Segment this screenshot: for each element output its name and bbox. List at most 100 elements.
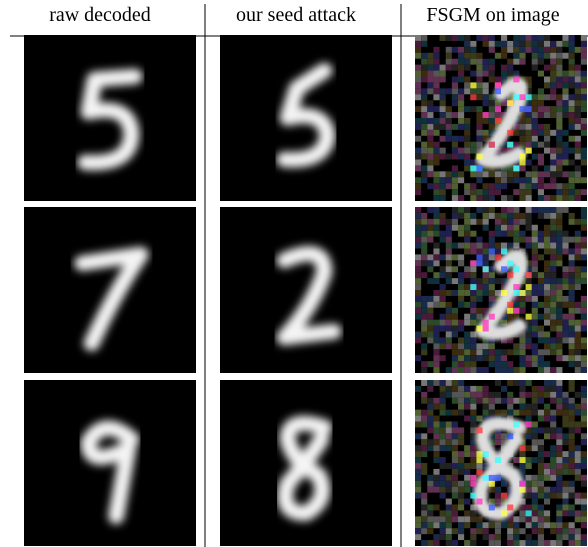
noise-pixel (495, 290, 501, 296)
noise-pixel (519, 302, 525, 308)
noise-pixel (562, 534, 568, 540)
noise-pixel (470, 243, 476, 249)
noise-pixel (526, 337, 532, 343)
noise-pixel (433, 106, 439, 112)
noise-pixel (470, 367, 476, 373)
noise-pixel (415, 260, 421, 266)
noise-pixel (532, 392, 538, 398)
noise-pixel (433, 88, 439, 94)
noise-pixel (446, 308, 452, 314)
noise-pixel (507, 528, 513, 534)
noise-pixel (464, 118, 470, 124)
noise-pixel (581, 392, 587, 398)
noise-pixel (446, 136, 452, 142)
noise-pixel (532, 112, 538, 118)
noise-pixel (489, 59, 495, 65)
noise-pixel (556, 124, 562, 130)
noise-pixel (458, 112, 464, 118)
noise-pixel (452, 427, 458, 433)
noise-pixel (562, 231, 568, 237)
noise-pixel (519, 177, 525, 183)
noise-pixel (575, 124, 581, 130)
noise-pixel (489, 77, 495, 83)
noise-pixel (440, 487, 446, 493)
noise-pixel (532, 349, 538, 355)
noise-pixel (519, 35, 525, 41)
noise-pixel (464, 213, 470, 219)
noise-pixel (440, 386, 446, 392)
color-pixel (507, 433, 513, 439)
noise-pixel (440, 183, 446, 189)
noise-pixel (470, 308, 476, 314)
noise-pixel (556, 41, 562, 47)
noise-pixel (550, 493, 556, 499)
noise-pixel (464, 349, 470, 355)
noise-pixel (458, 469, 464, 475)
noise-pixel (433, 349, 439, 355)
noise-pixel (427, 77, 433, 83)
noise-pixel (433, 249, 439, 255)
noise-pixel (550, 207, 556, 213)
noise-pixel (562, 53, 568, 59)
noise-pixel (550, 302, 556, 308)
noise-pixel (489, 284, 495, 290)
noise-pixel (452, 493, 458, 499)
noise-pixel (581, 35, 587, 41)
noise-pixel (532, 398, 538, 404)
noise-pixel (489, 65, 495, 71)
noise-pixel (470, 516, 476, 522)
noise-pixel (440, 398, 446, 404)
noise-pixel (562, 284, 568, 290)
noise-pixel (581, 302, 587, 308)
noise-pixel (507, 219, 513, 225)
noise-pixel (421, 516, 427, 522)
noise-pixel (483, 410, 489, 416)
noise-pixel (446, 254, 452, 260)
noise-pixel (569, 65, 575, 71)
noise-pixel (446, 249, 452, 255)
noise-pixel (575, 189, 581, 195)
noise-pixel (569, 487, 575, 493)
noise-pixel (433, 451, 439, 457)
noise-pixel (433, 225, 439, 231)
noise-pixel (538, 195, 544, 201)
noise-pixel (519, 410, 525, 416)
noise-pixel (427, 302, 433, 308)
noise-pixel (452, 433, 458, 439)
noise-pixel (452, 148, 458, 154)
noise-pixel (526, 433, 532, 439)
noise-pixel (526, 100, 532, 106)
noise-pixel (575, 493, 581, 499)
noise-pixel (556, 65, 562, 71)
noise-pixel (440, 118, 446, 124)
noise-pixel (562, 332, 568, 338)
noise-pixel (415, 88, 421, 94)
noise-pixel (544, 278, 550, 284)
noise-pixel (562, 171, 568, 177)
noise-pixel (458, 65, 464, 71)
noise-pixel (452, 77, 458, 83)
color-pixel (513, 422, 519, 428)
noise-pixel (556, 130, 562, 136)
noise-pixel (507, 59, 513, 65)
noise-pixel (427, 540, 433, 546)
noise-pixel (569, 296, 575, 302)
noise-pixel (495, 410, 501, 416)
noise-pixel (556, 463, 562, 469)
noise-pixel (483, 404, 489, 410)
noise-pixel (458, 427, 464, 433)
noise-pixel (415, 266, 421, 272)
noise-pixel (519, 343, 525, 349)
noise-pixel (464, 481, 470, 487)
noise-pixel (519, 516, 525, 522)
noise-pixel (569, 100, 575, 106)
noise-pixel (433, 445, 439, 451)
noise-pixel (544, 302, 550, 308)
noise-pixel (421, 59, 427, 65)
noise-pixel (538, 154, 544, 160)
noise-pixel (556, 314, 562, 320)
noise-pixel (476, 355, 482, 361)
noise-pixel (507, 243, 513, 249)
noise-pixel (446, 272, 452, 278)
noise-pixel (421, 219, 427, 225)
